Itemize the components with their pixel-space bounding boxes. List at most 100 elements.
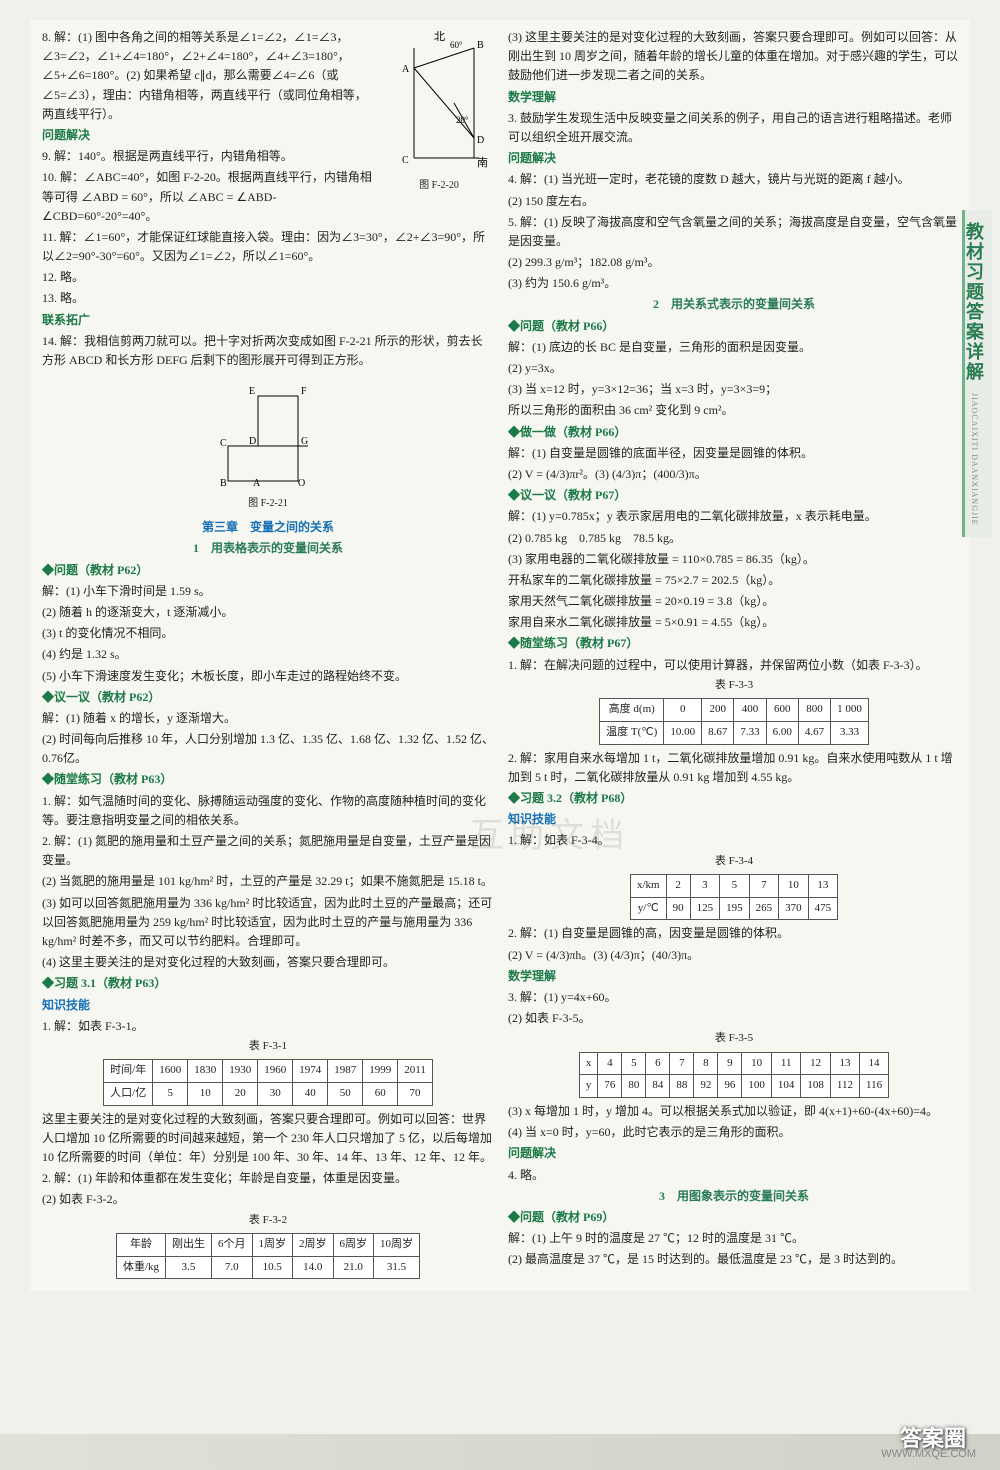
svg-text:20°: 20°: [456, 115, 469, 125]
heading-wtjj2: 问题解决: [508, 1144, 960, 1163]
text-line: (4) 约是 1.32 s。: [42, 645, 494, 664]
svg-text:60°: 60°: [450, 40, 463, 50]
text-line: (2) 最高温度是 37 ℃，是 15 时达到的。最低温度是 23 ℃，是 3 …: [508, 1250, 960, 1269]
text-line: 解：(1) 小车下滑时间是 1.59 s。: [42, 582, 494, 601]
text-line: 5. 解：(1) 反映了海拔高度和空气含氧量之间的关系；海拔高度是自变量，空气含…: [508, 213, 960, 251]
svg-text:D: D: [249, 436, 256, 447]
left-column: 北 A B 60° 20° C D 南 图 F-2-20 8. 解：(1) 图中…: [42, 28, 494, 1283]
figure-caption: 图 F-2-21: [42, 496, 494, 512]
table-caption: 表 F-3-1: [42, 1038, 494, 1056]
text-line: (2) V = (4/3)πh。(3) (4/3)π；(40/3)π。: [508, 946, 960, 965]
text-line: (4) 这里主要关注的是对变化过程的大致刻画，答案只要合理即可。: [42, 953, 494, 972]
table-row: 体重/kg3.57.010.514.021.031.5: [116, 1256, 419, 1279]
svg-text:C: C: [220, 438, 227, 449]
table-row: x/km23571013: [630, 875, 837, 898]
footer-url: WWW.MXQE.COM: [881, 1446, 976, 1464]
text-line: 解：(1) 上午 9 时的温度是 27 ℃；12 时的温度是 31 ℃。: [508, 1229, 960, 1248]
text-line: 所以三角形的面积由 36 cm² 变化到 9 cm²。: [508, 401, 960, 420]
text-line: (3) 这里主要关注的是对变化过程的大致刻画，答案只要合理即可。例如可以回答：从…: [508, 28, 960, 86]
heading-wt-p69: ◆问题（教材 P69）: [508, 1208, 960, 1227]
heading-sxlj2: 数学理解: [508, 967, 960, 986]
svg-text:F: F: [301, 386, 307, 397]
text-line: 这里主要关注的是对变化过程的大致刻画，答案只要合理即可。例如可以回答：世界人口增…: [42, 1110, 494, 1168]
svg-text:南: 南: [477, 156, 488, 169]
heading-zyz-p66: ◆做一做（教材 P66）: [508, 423, 960, 442]
heading-yy-p67: ◆议一议（教材 P67）: [508, 486, 960, 505]
table-row: 时间/年16001830193019601974198719992011: [104, 1060, 433, 1083]
text-line: (2) 150 度左右。: [508, 192, 960, 211]
table-row: 年龄刚出生6个月1周岁2周岁6周岁10周岁: [116, 1234, 419, 1257]
text-line: 2. 解：(1) 自变量是圆锥的高，因变量是圆锥的体积。: [508, 924, 960, 943]
heading-xt31: ◆习题 3.1（教材 P63）: [42, 974, 494, 993]
heading-zsjn: 知识技能: [508, 810, 960, 829]
text-line: 2. 解：(1) 氮肥的施用量和土豆产量之间的关系；氮肥施用量是自变量，土豆产量…: [42, 832, 494, 870]
text-line: (3) 家用电器的二氧化碳排放量 = 110×0.785 = 86.35（kg）…: [508, 550, 960, 569]
text-line: (3) 约为 150.6 g/m³。: [508, 274, 960, 293]
text-line: (2) 0.785 kg 0.785 kg 78.5 kg。: [508, 529, 960, 548]
table-f-3-4: x/km23571013 y/℃90125195265370475: [630, 874, 838, 920]
text-line: 4. 解：(1) 当光班一定时，老花镜的度数 D 越大，镜片与光斑的距离 f 越…: [508, 170, 960, 189]
heading-wt-p66: ◆问题（教材 P66）: [508, 317, 960, 336]
svg-text:北: 北: [434, 30, 445, 43]
text-line: (2) 如表 F-3-2。: [42, 1190, 494, 1209]
svg-text:B: B: [220, 478, 227, 489]
table-row: x4567891011121314: [579, 1052, 888, 1075]
text-line: 解：(1) 底边的长 BC 是自变量，三角形的面积是因变量。: [508, 338, 960, 357]
sidebar-pinyin: JIAOCAIXITI DAANXIANGJIE: [970, 393, 979, 526]
text-line: (2) V = (4/3)πr²。(3) (4/3)π；(400/3)π。: [508, 465, 960, 484]
text-line: (2) 时间每向后推移 10 年，人口分别增加 1.3 亿、1.35 亿、1.6…: [42, 730, 494, 768]
svg-text:G: G: [301, 436, 308, 447]
text-line: (3) 当 x=12 时，y=3×12=36；当 x=3 时，y=3×3=9；: [508, 380, 960, 399]
text-line: (2) 当氮肥的施用量是 101 kg/hm² 时，土豆的产量是 32.29 t…: [42, 872, 494, 891]
sidebar-title: 教材习题答案详解: [964, 222, 984, 382]
heading-zsjn: 知识技能: [42, 996, 494, 1015]
text-line: 家用天然气二氧化碳排放量 = 20×0.19 = 3.8（kg）。: [508, 592, 960, 611]
text-line: (3) 如可以回答氮肥施用量为 336 kg/hm² 时比较适宜，因为此时土豆的…: [42, 894, 494, 952]
table-f-3-1: 时间/年16001830193019601974198719992011 人口/…: [103, 1059, 433, 1105]
text-line: 3. 解：(1) y=4x+60。: [508, 988, 960, 1007]
item-13: 13. 略。: [42, 289, 494, 308]
table-caption: 表 F-3-5: [508, 1030, 960, 1048]
heading-lxtg: 联系拓广: [42, 311, 494, 330]
sidebar-tab: 教材习题答案详解 JIAOCAIXITI DAANXIANGJIE: [962, 210, 992, 537]
text-line: (2) 如表 F-3-5。: [508, 1009, 960, 1028]
heading-wtjj: 问题解决: [508, 149, 960, 168]
svg-text:E: E: [249, 386, 255, 397]
svg-text:D: D: [477, 135, 484, 146]
text-line: (3) t 的变化情况不相同。: [42, 624, 494, 643]
text-line: 解：(1) y=0.785x；y 表示家居用电的二氧化碳排放量，x 表示耗电量。: [508, 507, 960, 526]
figure-f-2-20: 北 A B 60° 20° C D 南 图 F-2-20: [384, 28, 494, 194]
text-line: 2. 解：家用自来水每增加 1 t，二氧化碳排放量增加 0.91 kg。自来水使…: [508, 749, 960, 787]
svg-text:B: B: [477, 40, 484, 51]
table-row: 人口/亿510203040506070: [104, 1083, 433, 1106]
text-line: (4) 当 x=0 时，y=60，此时它表示的是三角形的面积。: [508, 1123, 960, 1142]
svg-text:O: O: [298, 478, 305, 489]
text-line: 2. 解：(1) 年龄和体重都在发生变化；年龄是自变量，体重是因变量。: [42, 1169, 494, 1188]
heading-st-p63: ◆随堂练习（教材 P63）: [42, 770, 494, 789]
svg-text:C: C: [402, 155, 409, 166]
chapter-3-3-title: 3 用图象表示的变量间关系: [508, 1187, 960, 1206]
footer-stripe: [0, 1434, 1000, 1470]
item-14: 14. 解：我相信剪两刀就可以。把十字对折两次变成如图 F-2-21 所示的形状…: [42, 332, 494, 370]
chapter-3-2-title: 2 用关系式表示的变量间关系: [508, 295, 960, 314]
table-row: y/℃90125195265370475: [630, 897, 837, 920]
item-11: 11. 解：∠1=60°，才能保证红球能直接入袋。理由：因为∠3=30°，∠2+…: [42, 228, 494, 266]
text-line: (2) 随着 h 的逐渐变大，t 逐渐减小。: [42, 603, 494, 622]
table-caption: 表 F-3-3: [508, 677, 960, 695]
text-line: (3) x 每增加 1 时，y 增加 4。可以根据关系式加以验证，即 4(x+1…: [508, 1102, 960, 1121]
text-line: 1. 解：如气温随时间的变化、脉搏随运动强度的变化、作物的高度随种植时间的变化等…: [42, 792, 494, 830]
text-line: 1. 解：在解决问题的过程中，可以使用计算器，并保留两位小数（如表 F-3-3）…: [508, 656, 960, 675]
heading-st-p67: ◆随堂练习（教材 P67）: [508, 634, 960, 653]
text-line: (2) y=3x。: [508, 359, 960, 378]
chapter-3-title: 第三章 变量之间的关系: [42, 518, 494, 537]
table-caption: 表 F-3-2: [42, 1212, 494, 1230]
text-line: 4. 略。: [508, 1166, 960, 1185]
table-f-3-3: 高度 d(m)02004006008001 000 温度 T(℃)10.008.…: [599, 698, 869, 744]
text-line: 开私家车的二氧化碳排放量 = 75×2.7 = 202.5（kg）。: [508, 571, 960, 590]
table-caption: 表 F-3-4: [508, 853, 960, 871]
table-f-3-5: x4567891011121314 y768084889296100104108…: [579, 1052, 889, 1098]
heading-sxlj: 数学理解: [508, 88, 960, 107]
text-line: (5) 小车下滑速度发生变化；木板长度，即小车走过的路程始终不变。: [42, 667, 494, 686]
text-line: 3. 鼓励学生发现生活中反映变量之间关系的例子，用自己的语言进行粗略描述。老师可…: [508, 109, 960, 147]
table-row: y768084889296100104108112116: [579, 1075, 888, 1098]
